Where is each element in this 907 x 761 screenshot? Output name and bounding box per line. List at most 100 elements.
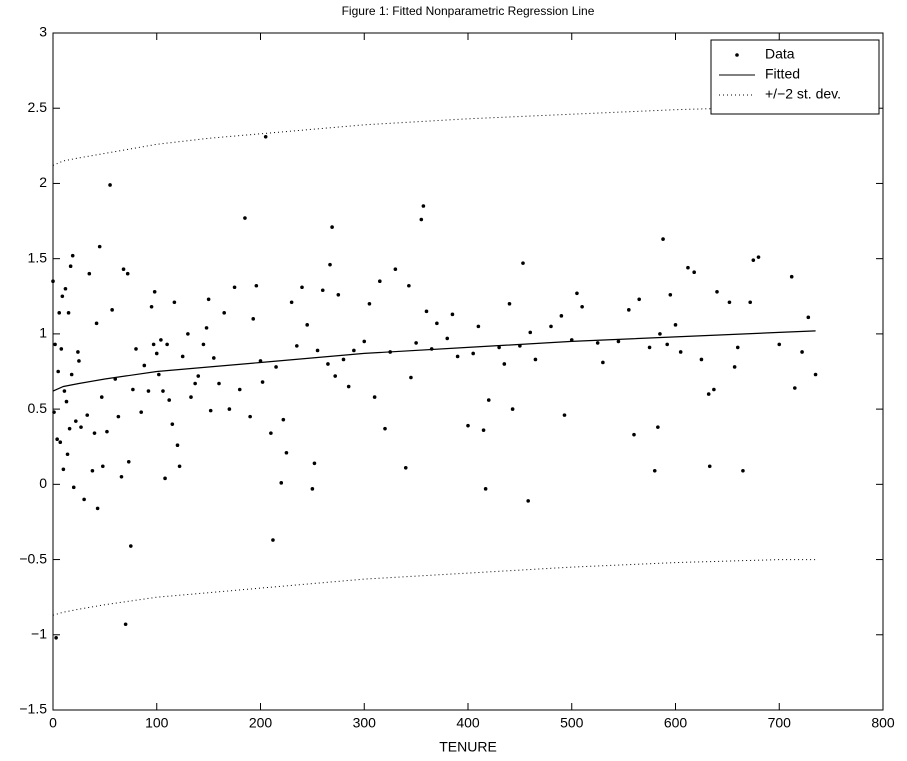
data-point bbox=[61, 467, 66, 472]
data-point bbox=[170, 422, 175, 426]
data-point bbox=[63, 286, 68, 291]
data-point bbox=[328, 262, 332, 267]
data-point bbox=[146, 389, 151, 393]
x-tick-label: 100 bbox=[145, 715, 169, 731]
data-point bbox=[601, 360, 605, 365]
data-point bbox=[163, 476, 167, 481]
data-point bbox=[346, 384, 351, 389]
data-point bbox=[52, 410, 56, 414]
data-point bbox=[65, 452, 70, 457]
data-point bbox=[227, 407, 232, 411]
data-point bbox=[741, 468, 745, 473]
data-point bbox=[497, 345, 501, 350]
data-point bbox=[699, 357, 704, 362]
data-point bbox=[751, 258, 756, 262]
data-point bbox=[647, 345, 652, 350]
data-point bbox=[372, 395, 377, 399]
data-point bbox=[510, 407, 515, 411]
data-point bbox=[269, 431, 273, 435]
data-point bbox=[208, 408, 213, 413]
data-point bbox=[62, 389, 67, 393]
data-point bbox=[116, 414, 121, 419]
x-tick-label: 800 bbox=[871, 715, 895, 731]
data-point bbox=[777, 342, 782, 347]
data-point bbox=[424, 309, 429, 314]
data-point bbox=[575, 291, 579, 296]
data-point bbox=[414, 341, 418, 345]
data-point bbox=[59, 347, 64, 351]
data-point bbox=[295, 344, 299, 348]
data-point bbox=[341, 357, 346, 362]
data-point bbox=[232, 285, 237, 290]
data-point bbox=[393, 267, 398, 271]
data-point bbox=[320, 288, 325, 293]
data-point bbox=[260, 380, 265, 384]
x-tick-label: 200 bbox=[249, 715, 273, 731]
data-point bbox=[665, 342, 669, 347]
data-point bbox=[95, 506, 100, 511]
data-point bbox=[58, 440, 63, 445]
data-point bbox=[123, 622, 128, 627]
data-point bbox=[90, 468, 95, 473]
y-tick-label: 0 bbox=[39, 475, 47, 491]
data-point bbox=[378, 279, 382, 284]
data-point bbox=[315, 348, 320, 353]
data-point bbox=[616, 339, 621, 344]
data-point bbox=[110, 308, 114, 312]
data-point bbox=[793, 386, 797, 390]
data-point bbox=[789, 274, 794, 279]
data-point bbox=[686, 265, 690, 270]
data-point bbox=[658, 332, 662, 336]
data-point bbox=[450, 312, 455, 317]
data-point bbox=[668, 292, 673, 297]
y-tick-label: 2 bbox=[39, 174, 47, 190]
data-point bbox=[99, 395, 104, 399]
chart-title: Figure 1: Fitted Nonparametric Regressio… bbox=[342, 4, 595, 18]
data-point bbox=[483, 487, 488, 491]
data-point bbox=[289, 300, 294, 305]
data-point bbox=[186, 332, 190, 336]
data-point bbox=[528, 330, 533, 335]
data-point bbox=[533, 357, 538, 362]
y-tick-label: 2.5 bbox=[28, 99, 48, 115]
y-tick-label: −1 bbox=[31, 625, 47, 641]
data-point bbox=[692, 270, 696, 275]
data-point bbox=[237, 387, 242, 392]
data-point bbox=[419, 217, 424, 222]
data-point bbox=[673, 323, 678, 327]
legend-box bbox=[710, 39, 880, 115]
legend-label: Fitted bbox=[765, 66, 800, 82]
data-point bbox=[300, 285, 304, 290]
data-point bbox=[142, 363, 147, 368]
data-point bbox=[627, 308, 631, 312]
data-point bbox=[157, 372, 161, 377]
data-point bbox=[435, 321, 439, 326]
data-point bbox=[476, 324, 481, 329]
data-point bbox=[312, 461, 317, 466]
data-point bbox=[94, 321, 99, 326]
data-point bbox=[748, 300, 752, 305]
y-tick-label: −0.5 bbox=[19, 550, 47, 566]
data-point bbox=[243, 216, 247, 220]
data-point bbox=[455, 354, 460, 359]
fitted-line bbox=[52, 330, 816, 392]
data-point bbox=[54, 635, 58, 640]
data-point bbox=[806, 315, 811, 320]
data-point bbox=[362, 339, 367, 344]
data-point bbox=[159, 338, 163, 342]
x-tick-label: 500 bbox=[560, 715, 584, 731]
y-tick-label: 0.5 bbox=[28, 400, 48, 416]
data-point bbox=[813, 372, 818, 377]
data-point bbox=[521, 261, 525, 265]
data-point bbox=[466, 423, 470, 428]
data-point bbox=[64, 399, 69, 404]
data-point bbox=[177, 464, 182, 469]
data-point bbox=[56, 369, 60, 374]
data-point bbox=[51, 279, 55, 284]
data-point bbox=[502, 362, 507, 366]
data-point bbox=[336, 292, 341, 297]
data-point bbox=[326, 362, 330, 366]
data-point bbox=[149, 305, 154, 309]
data-point bbox=[97, 244, 102, 249]
y-tick-label: 1.5 bbox=[28, 249, 48, 265]
